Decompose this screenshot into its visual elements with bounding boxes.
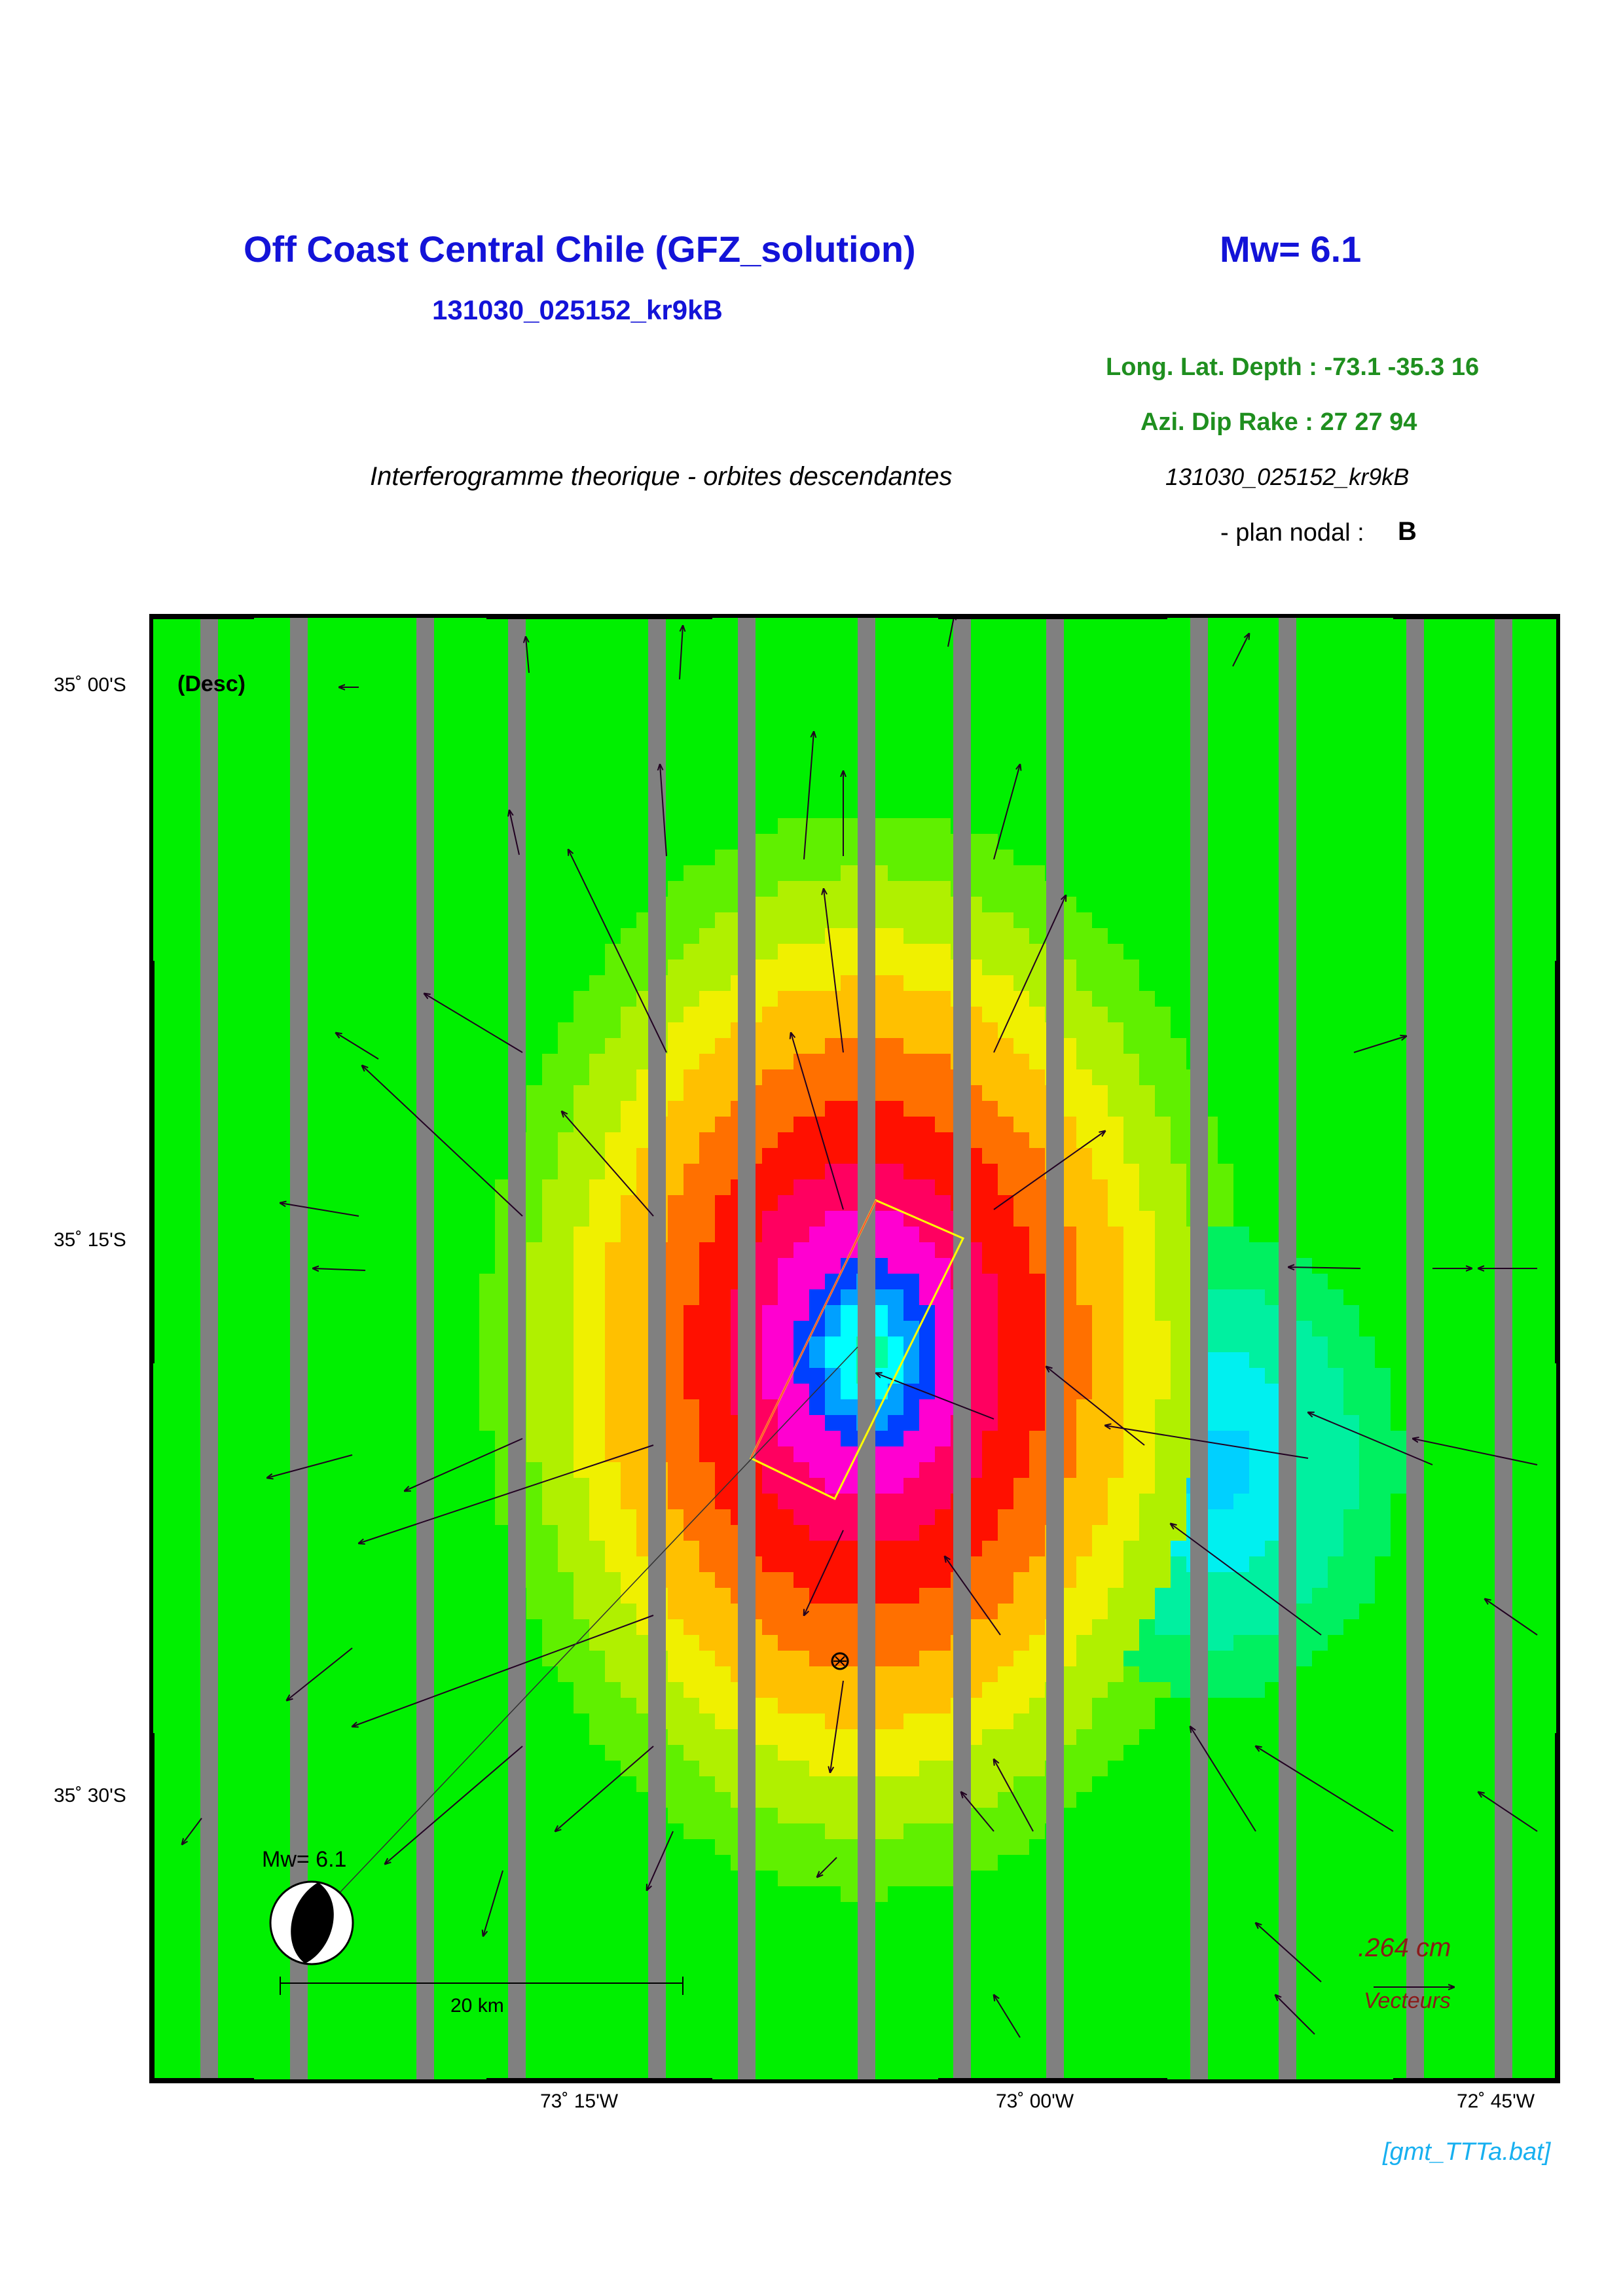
displacement-vector [424, 994, 523, 1053]
lat-tick-label: 35˚ 00'S [54, 674, 126, 696]
distance-scale-bar [280, 1977, 684, 1995]
displacement-vector [830, 1680, 844, 1772]
beachball-label: Mw= 6.1 [262, 1847, 347, 1872]
displacement-vector [824, 889, 844, 1053]
displacement-vectors [182, 614, 1538, 2038]
displacement-vector [1478, 1792, 1538, 1832]
displacement-vector [994, 1995, 1021, 2038]
vector-scale-label: Vecteurs [1364, 1988, 1451, 2013]
displacement-vector [817, 1857, 837, 1877]
data-gap-stripes [200, 618, 1512, 2079]
nodal-plane-label: - plan nodal : [1220, 519, 1364, 547]
scale-bar-label: 20 km [450, 1995, 504, 2017]
displacement-vector [267, 1454, 353, 1478]
displacement-vector [526, 637, 530, 673]
script-name: [gmt_TTTa.bat] [1383, 2138, 1551, 2166]
displacement-vector [1353, 1036, 1406, 1053]
displacement-vector [280, 1203, 359, 1217]
fringe-pattern [479, 818, 1406, 1902]
displacement-vector [1190, 1727, 1256, 1832]
displacement-vector [804, 1530, 844, 1615]
displacement-vector [993, 764, 1020, 860]
lat-tick-label: 35˚ 30'S [54, 1785, 126, 1806]
displacement-vector [961, 1792, 994, 1832]
nodal-plane-value: B [1398, 517, 1417, 546]
displacement-vector [679, 626, 683, 680]
location-params: Long. Lat. Depth : -73.1 -35.3 16 [1106, 353, 1480, 381]
displacement-vector [568, 850, 667, 1053]
displacement-vector [1413, 1439, 1538, 1465]
displacement-vector [359, 1444, 654, 1543]
displacement-vector [791, 1033, 844, 1210]
interferogram-map: (Desc) Mw= 6.1 20 km .264 cm Vecteurs [149, 614, 1560, 2083]
displacement-vector [182, 1818, 202, 1844]
interferogram-canvas [149, 614, 1560, 2083]
displacement-vector [313, 1268, 366, 1270]
beachball-icon [269, 1880, 354, 1965]
displacement-vector [1256, 1923, 1322, 1982]
orbit-label: (Desc) [177, 672, 246, 696]
displacement-vector [947, 614, 955, 647]
fault-trace [750, 1200, 877, 1459]
displacement-vector [352, 1615, 654, 1727]
displacement-vector [287, 1647, 353, 1700]
displacement-vector [660, 764, 667, 857]
displacement-vector [362, 1066, 523, 1217]
displacement-vector [994, 1759, 1034, 1832]
displacement-vector [647, 1831, 674, 1890]
epicenter-icon [831, 1652, 849, 1670]
displacement-vector [876, 1373, 994, 1420]
lon-tick-label: 73˚ 00'W [996, 2090, 1074, 2112]
displacement-vector [993, 895, 1066, 1053]
displacement-vector [1232, 634, 1249, 667]
displacement-vector [1105, 1426, 1309, 1459]
displacement-vector [1308, 1412, 1433, 1465]
displacement-vector [336, 1033, 379, 1060]
frame-ticks [149, 614, 1560, 2083]
map-subtitle: Interferogramme theorique - orbites desc… [370, 462, 953, 491]
displacement-vector [385, 1746, 523, 1864]
displacement-vector [555, 1746, 654, 1831]
magnitude-title: Mw= 6.1 [1220, 228, 1362, 270]
displacement-vector [993, 1131, 1105, 1210]
event-id: 131030_025152_kr9kB [432, 295, 723, 325]
mechanism-params: Azi. Dip Rake : 27 27 94 [1140, 408, 1417, 436]
displacement-vector [1256, 1746, 1394, 1832]
displacement-vector [1046, 1367, 1145, 1446]
event-id-italic: 131030_025152_kr9kB [1165, 463, 1410, 490]
displacement-vector [562, 1111, 654, 1217]
vector-scale-value: .264 cm [1358, 1933, 1451, 1962]
displacement-vector [1171, 1524, 1322, 1636]
displacement-vector [1288, 1267, 1361, 1268]
displacement-vector [483, 1870, 503, 1936]
lon-tick-label: 73˚ 15'W [540, 2090, 619, 2112]
displacement-vector [1275, 1995, 1315, 2035]
lon-tick-label: 72˚ 45'W [1457, 2090, 1535, 2112]
displacement-vector [405, 1438, 523, 1491]
displacement-vector [803, 732, 814, 860]
displacement-vector [509, 810, 520, 855]
projection-line [335, 1346, 858, 1897]
displacement-vector [1485, 1599, 1538, 1636]
lat-tick-label: 35˚ 15'S [54, 1229, 126, 1251]
displacement-vector [945, 1556, 1001, 1636]
map-title: Off Coast Central Chile (GFZ_solution) [244, 228, 916, 270]
